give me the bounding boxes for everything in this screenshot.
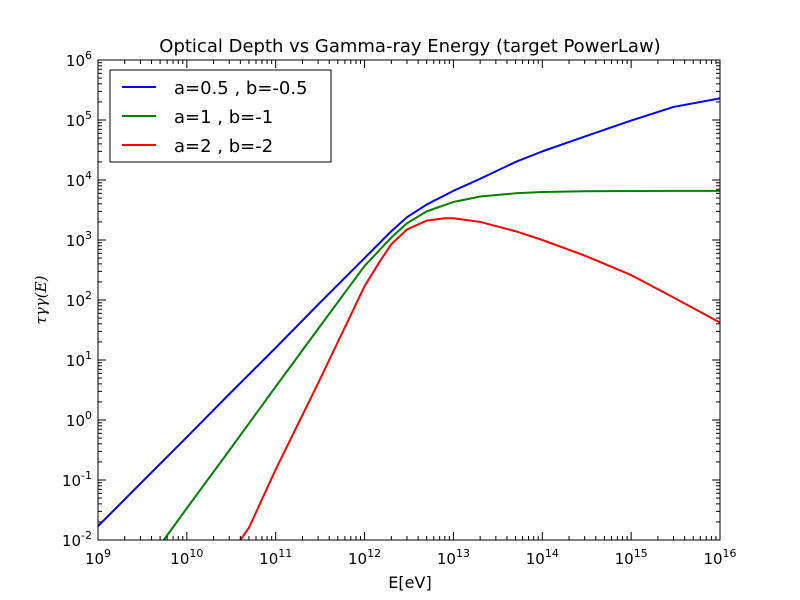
y-tick-label: 10-2: [62, 529, 92, 550]
x-tick-label: 1014: [526, 547, 559, 568]
x-tick-label: 1016: [703, 547, 736, 568]
ticks-layer: 109 1010 1011 1012 1013 1014 1015 1016 10-2 10-1 1…: [62, 49, 737, 568]
chart-title: Optical Depth vs Gamma-ray Energy (targe…: [159, 36, 660, 57]
legend-label-3: a=2 , b=-2: [174, 136, 273, 157]
y-tick-label: 100: [66, 409, 92, 430]
y-axis-label: τγγ(E): [32, 275, 50, 324]
y-tick-label: 101: [66, 349, 92, 370]
y-tick-label: 102: [66, 289, 92, 310]
legend-label-2: a=1 , b=-1: [174, 107, 273, 128]
x-tick-label: 1012: [348, 547, 381, 568]
series-line-1: [98, 97, 720, 527]
x-tick-label: 1013: [437, 547, 470, 568]
x-tick-label: 1011: [259, 547, 292, 568]
y-tick-label: 103: [66, 229, 92, 250]
legend: a=0.5 , b=-0.5 a=1 , b=-1 a=2 , b=-2: [109, 69, 332, 163]
x-tick-label: 1010: [170, 547, 203, 568]
x-tick-label: 109: [85, 547, 111, 568]
x-axis-label: E[eV]: [388, 573, 431, 592]
y-tick-label: 104: [66, 169, 92, 190]
y-tick-label: 105: [66, 109, 92, 130]
y-tick-label: 106: [66, 49, 92, 70]
series-layer: [98, 97, 720, 540]
y-tick-label: 10-1: [62, 469, 92, 490]
series-line-2: [162, 189, 720, 540]
x-tick-label: 1015: [615, 547, 648, 568]
legend-label-1: a=0.5 , b=-0.5: [174, 78, 308, 99]
series-line-3: [239, 217, 720, 540]
plot-frame: [97, 59, 721, 541]
